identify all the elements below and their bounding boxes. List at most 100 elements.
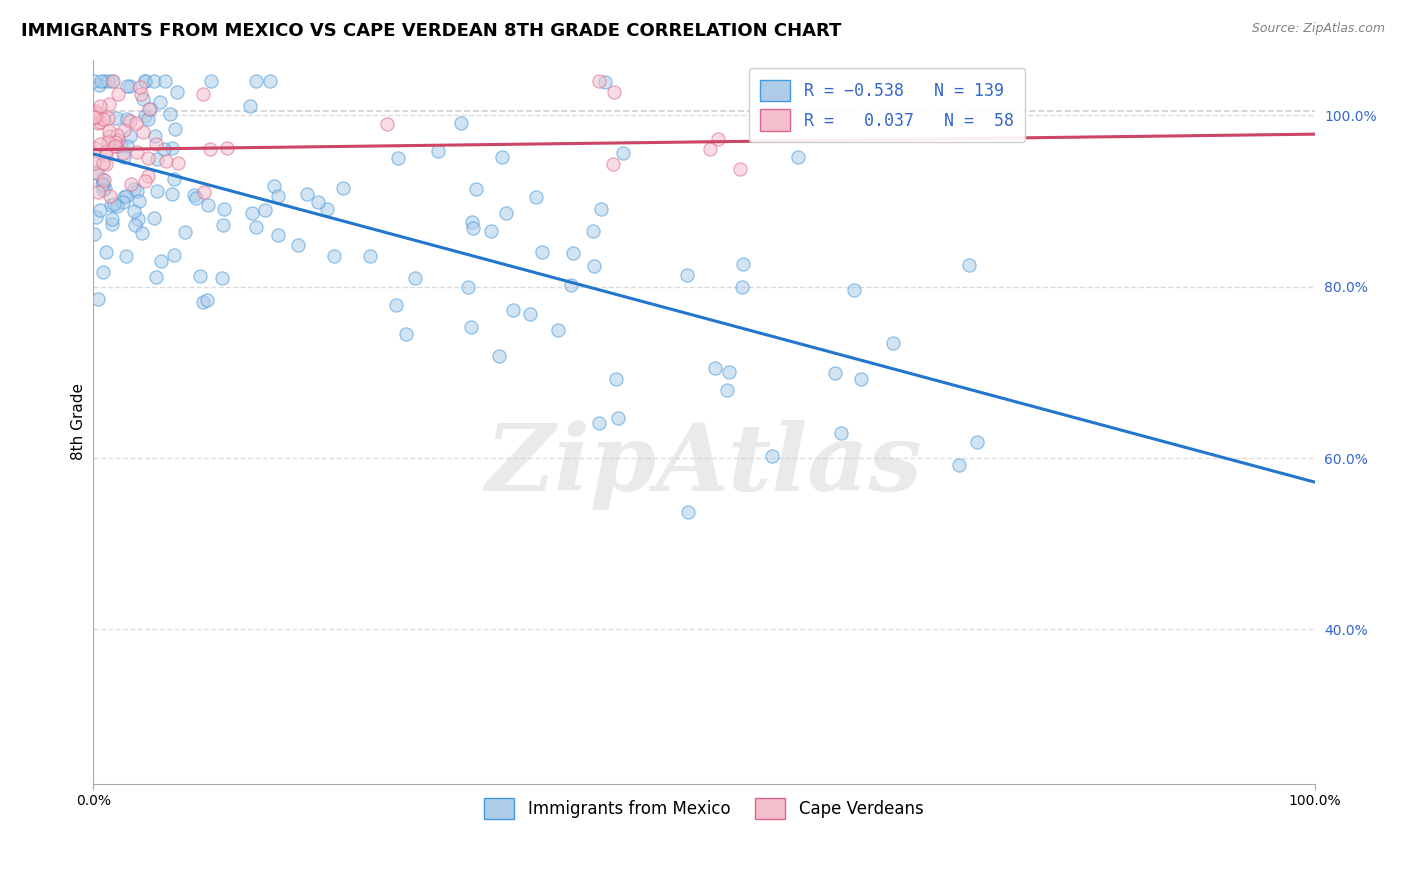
Point (86, 166, 108, 180)
Point (253, 202, 276, 217)
Point (127, 212, 149, 227)
Point (183, 188, 205, 202)
Point (322, 249, 344, 263)
Point (94, 148, 117, 162)
Point (457, 280, 479, 294)
Point (212, 202, 235, 217)
Point (127, 185, 149, 199)
Point (707, 132, 730, 146)
Point (266, 228, 288, 243)
Point (122, 204, 145, 219)
Point (100, 217, 122, 231)
Point (100, 212, 122, 227)
Point (602, 157, 624, 171)
Point (287, 238, 309, 252)
Point (699, 142, 721, 156)
Point (603, 85, 626, 99)
Point (316, 202, 339, 217)
Point (105, 199, 128, 213)
Point (89, 99, 111, 113)
Point (93, 183, 115, 197)
Point (103, 197, 125, 211)
Point (149, 95, 172, 110)
Point (191, 87, 214, 101)
Point (83, 110, 105, 124)
Point (427, 144, 450, 158)
Point (465, 181, 488, 195)
Point (115, 139, 138, 153)
Point (112, 150, 135, 164)
Point (84, 141, 107, 155)
Y-axis label: 8th Grade: 8th Grade (72, 384, 86, 460)
Point (83, 74, 105, 88)
Point (112, 123, 135, 137)
Point (91, 177, 114, 191)
Point (105, 112, 128, 126)
Point (582, 224, 605, 238)
Point (728, 162, 751, 177)
Point (211, 219, 233, 233)
Point (588, 417, 610, 431)
Point (143, 211, 166, 226)
Point (128, 79, 150, 94)
Text: IMMIGRANTS FROM MEXICO VS CAPE VERDEAN 8TH GRADE CORRELATION CHART: IMMIGRANTS FROM MEXICO VS CAPE VERDEAN 8… (21, 22, 841, 40)
Point (91, 155, 114, 169)
Point (488, 349, 510, 363)
Point (112, 195, 135, 210)
Point (717, 365, 740, 379)
Point (110, 139, 132, 153)
Point (461, 220, 484, 235)
Point (704, 360, 727, 375)
Point (105, 139, 128, 153)
Point (107, 87, 129, 102)
Point (193, 185, 215, 199)
Point (593, 75, 616, 89)
Point (495, 206, 517, 220)
Point (120, 177, 142, 191)
Point (200, 74, 222, 88)
Point (375, 117, 398, 131)
Point (240, 206, 263, 220)
Point (97, 74, 120, 88)
Point (591, 202, 613, 216)
Point (761, 449, 783, 463)
Point (385, 298, 408, 312)
Point (94, 245, 117, 260)
Point (145, 137, 167, 152)
Point (125, 145, 148, 159)
Point (132, 125, 155, 139)
Point (166, 85, 188, 99)
Point (98, 189, 121, 203)
Point (359, 249, 381, 263)
Point (957, 258, 980, 272)
Point (136, 151, 159, 165)
Point (89, 203, 111, 218)
Point (124, 219, 146, 233)
Point (163, 172, 186, 186)
Point (307, 194, 329, 209)
Point (87, 292, 110, 306)
Point (155, 154, 177, 169)
Point (149, 253, 172, 268)
Point (83, 165, 105, 179)
Point (146, 185, 169, 199)
Point (174, 225, 197, 239)
Point (93, 112, 115, 127)
Point (98, 97, 121, 112)
Point (530, 244, 553, 259)
Point (101, 74, 124, 88)
Point (91, 265, 114, 279)
Point (824, 366, 846, 380)
Point (332, 181, 354, 195)
Point (450, 116, 472, 130)
Point (245, 74, 267, 88)
Point (117, 112, 139, 127)
Point (142, 74, 165, 88)
Point (295, 187, 318, 202)
Point (91, 177, 114, 191)
Point (733, 257, 755, 271)
Point (716, 383, 738, 397)
Point (159, 106, 181, 120)
Point (948, 458, 970, 472)
Point (115, 250, 138, 264)
